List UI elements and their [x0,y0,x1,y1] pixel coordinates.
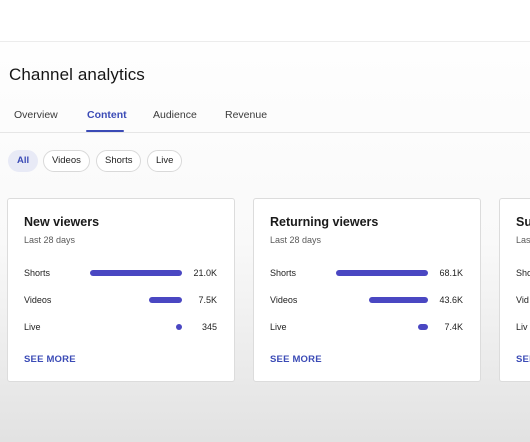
metric-row-shorts: Shorts 21.0K [24,266,217,280]
bar-track [336,270,428,276]
card-subtitle: Last 28 days [24,235,76,245]
bar-track [90,297,182,303]
page-title: Channel analytics [9,65,145,84]
row-value: 43.6K [439,295,463,305]
metric-bar [176,324,182,330]
card-subtitle: Last 28 days [270,235,322,245]
tab-revenue[interactable]: Revenue [225,109,268,121]
analytics-tabs: Overview Content Audience Revenue [0,104,530,132]
row-label: Shorts [24,268,51,278]
row-label: Videos [24,295,52,305]
filter-chip-shorts[interactable]: Shorts [96,150,142,172]
tabs-divider [0,132,530,133]
tab-content[interactable]: Content [87,109,127,121]
metric-row-live: Liv [516,320,530,334]
row-value: 21.0K [193,268,217,278]
top-bar [0,0,530,42]
row-label: Videos [270,295,298,305]
filter-chip-videos[interactable]: Videos [43,150,90,172]
metric-bar [369,297,428,303]
metric-bar [418,324,428,330]
card-title: Returning viewers [270,215,379,229]
new-viewers-card: New viewers Last 28 days Shorts 21.0K Vi… [7,198,235,382]
tab-overview[interactable]: Overview [14,109,58,121]
row-label: Liv [516,322,528,332]
card-title: New viewers [24,215,100,229]
bar-track [336,297,428,303]
metric-row-live: Live 345 [24,320,217,334]
metric-bar [149,297,182,303]
row-label: Shorts [270,268,297,278]
row-label: Sho [516,268,530,278]
metric-row-videos: Vid [516,293,530,307]
see-more-link[interactable]: SEE MORE [270,354,322,365]
bar-track [90,324,182,330]
row-label: Live [270,322,287,332]
card-title: Su [516,215,530,229]
returning-viewers-card: Returning viewers Last 28 days Shorts 68… [253,198,481,382]
row-value: 345 [201,322,217,332]
see-more-link[interactable]: SEE [516,354,530,365]
see-more-link[interactable]: SEE MORE [24,354,76,365]
partial-card: Su Las Sho Vid Liv SEE [499,198,530,382]
bar-track [90,270,182,276]
row-value: 7.5K [198,295,217,305]
metric-row-shorts: Shorts 68.1K [270,266,463,280]
row-value: 68.1K [439,268,463,278]
row-label: Live [24,322,41,332]
filter-chip-all[interactable]: All [8,150,39,172]
card-subtitle: Las [516,235,530,245]
tab-audience[interactable]: Audience [153,109,197,121]
active-tab-indicator [86,130,124,132]
row-value: 7.4K [444,322,463,332]
metric-bar [336,270,428,276]
metric-row-shorts: Sho [516,266,530,280]
filter-chip-live[interactable]: Live [147,150,183,172]
bar-track [336,324,428,330]
row-label: Vid [516,295,529,305]
metric-bar [90,270,182,276]
metric-row-videos: Videos 7.5K [24,293,217,307]
metric-row-videos: Videos 43.6K [270,293,463,307]
metric-row-live: Live 7.4K [270,320,463,334]
top-divider [0,41,530,42]
